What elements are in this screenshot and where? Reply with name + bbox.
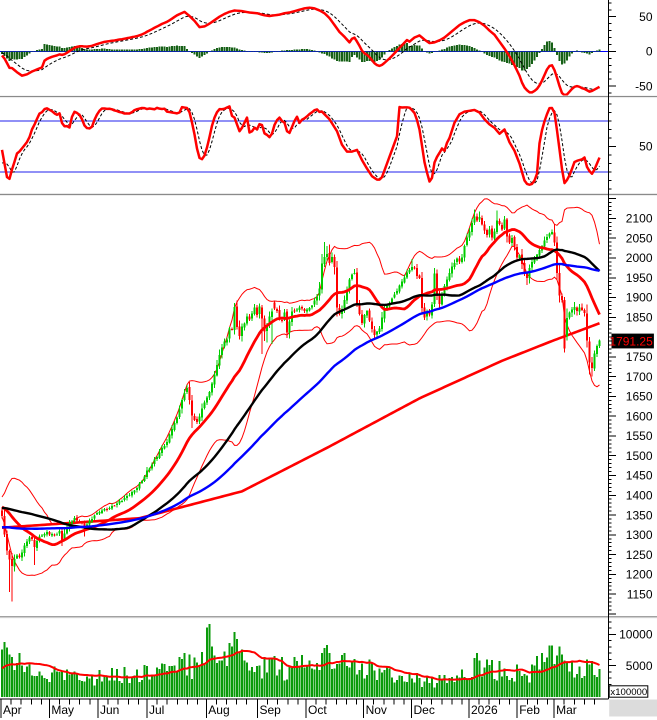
svg-text:Dec: Dec — [414, 703, 435, 717]
svg-text:2026: 2026 — [471, 703, 498, 717]
svg-text:Oct: Oct — [308, 703, 327, 717]
svg-text:2000: 2000 — [626, 251, 653, 265]
svg-text:50: 50 — [639, 10, 653, 24]
svg-text:1950: 1950 — [626, 271, 653, 285]
svg-text:1200: 1200 — [626, 568, 653, 582]
svg-text:10000: 10000 — [619, 628, 653, 642]
svg-text:Feb: Feb — [519, 703, 540, 717]
svg-text:Aug: Aug — [208, 703, 229, 717]
svg-text:1150: 1150 — [627, 587, 653, 601]
svg-text:Nov: Nov — [366, 703, 387, 717]
svg-text:2100: 2100 — [626, 212, 653, 226]
svg-text:50: 50 — [639, 140, 653, 154]
svg-text:1250: 1250 — [626, 548, 653, 562]
svg-text:1450: 1450 — [626, 469, 653, 483]
svg-text:2050: 2050 — [626, 231, 653, 245]
svg-text:0: 0 — [646, 45, 653, 59]
svg-text:-50: -50 — [635, 79, 653, 93]
svg-text:Apr: Apr — [3, 703, 22, 717]
svg-text:Jul: Jul — [149, 703, 164, 717]
svg-text:1550: 1550 — [626, 429, 653, 443]
svg-text:1650: 1650 — [626, 390, 653, 404]
svg-text:Mar: Mar — [556, 703, 577, 717]
svg-text:1750: 1750 — [626, 350, 653, 364]
svg-text:1300: 1300 — [626, 528, 653, 542]
svg-text:Jun: Jun — [100, 703, 119, 717]
svg-text:x100000: x100000 — [610, 687, 647, 698]
svg-text:1791.25: 1791.25 — [609, 334, 653, 348]
svg-text:1500: 1500 — [626, 449, 653, 463]
svg-text:1400: 1400 — [626, 488, 653, 502]
svg-text:1700: 1700 — [626, 370, 653, 384]
svg-text:1350: 1350 — [626, 508, 653, 522]
svg-text:5000: 5000 — [626, 659, 653, 673]
svg-text:1900: 1900 — [626, 291, 653, 305]
svg-text:May: May — [51, 703, 74, 717]
svg-text:1850: 1850 — [626, 311, 653, 325]
svg-text:1600: 1600 — [626, 409, 653, 423]
svg-text:Sep: Sep — [260, 703, 282, 717]
